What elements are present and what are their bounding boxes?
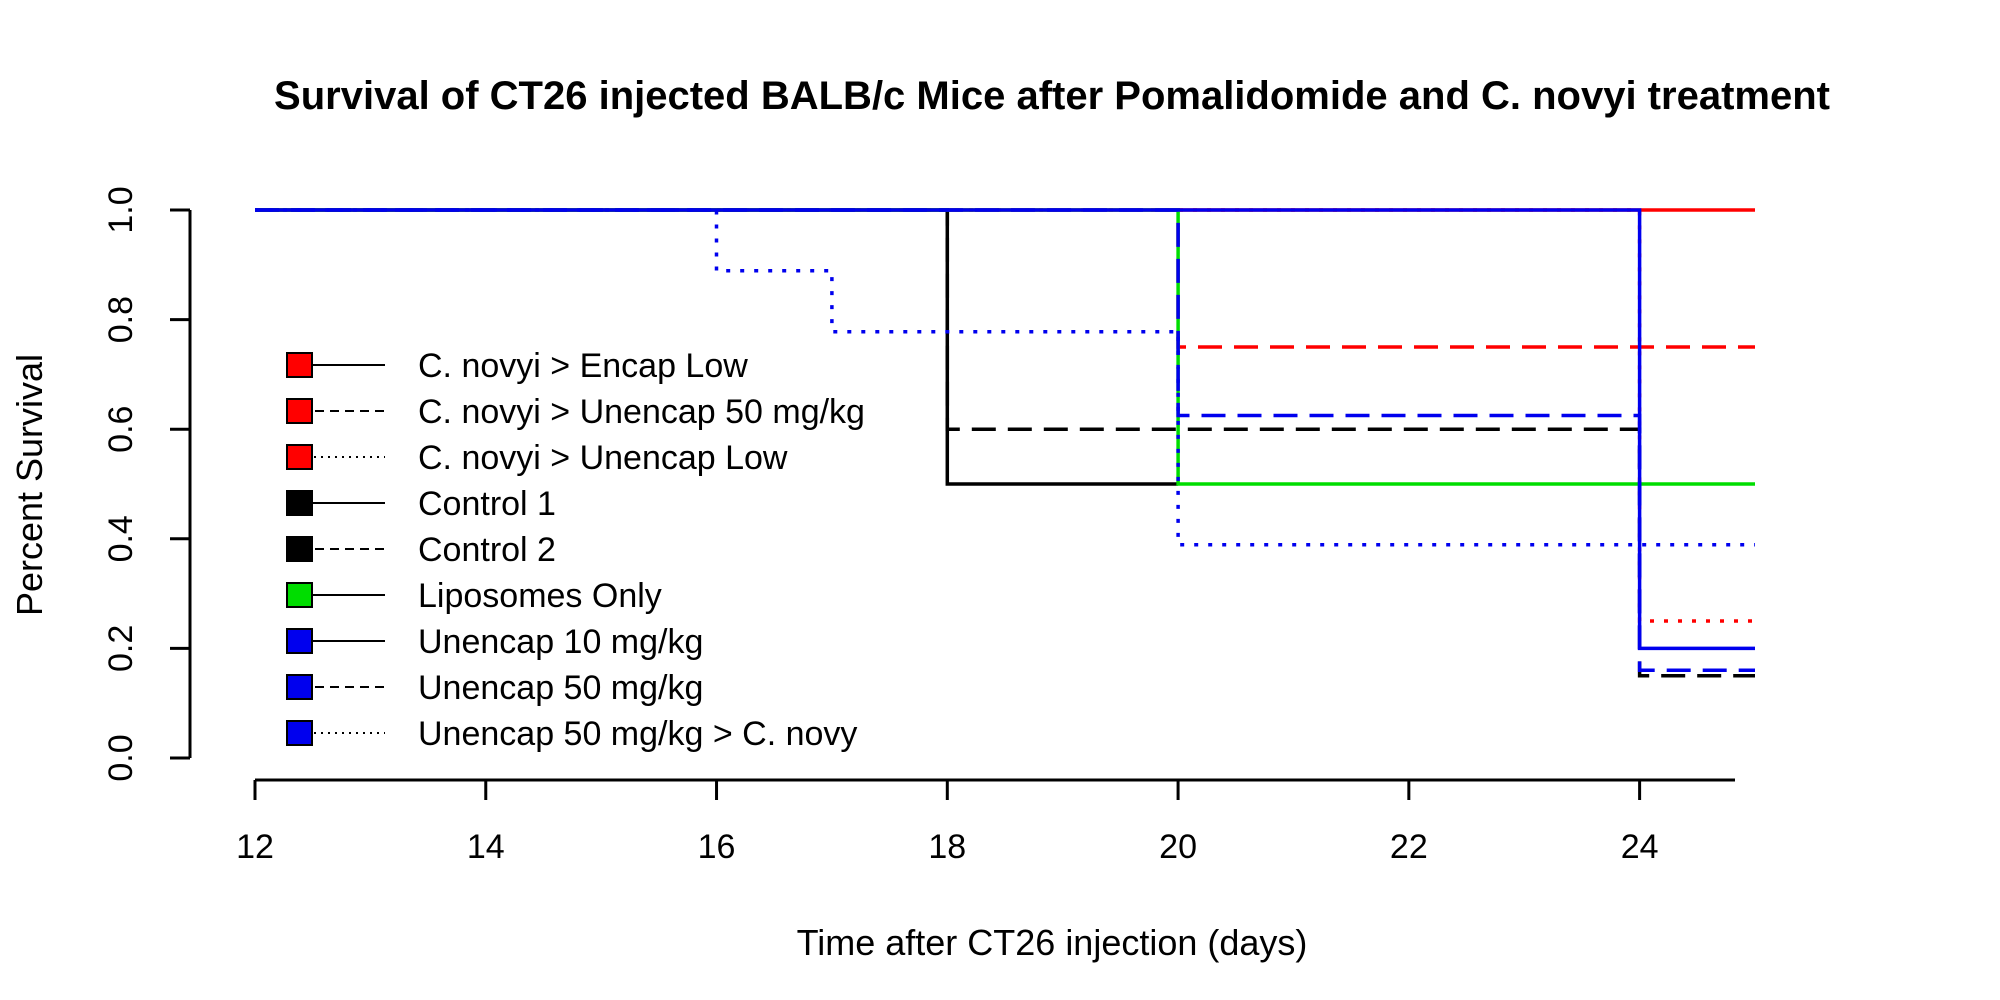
- legend-swatch: [286, 444, 313, 470]
- x-tick-label: 20: [1159, 828, 1197, 866]
- legend-entry-label: Control 2: [418, 531, 556, 569]
- y-ticks: 0.0 0.2 0.4 0.6 0.8 1.0: [102, 186, 190, 782]
- legend-entry-label: Control 1: [418, 485, 556, 523]
- x-tick-label: 14: [467, 828, 505, 866]
- legend-swatch: [286, 536, 313, 562]
- x-tick-label: 18: [928, 828, 966, 866]
- plot-lines: [255, 208, 1755, 678]
- y-tick-label: 1.0: [102, 186, 140, 233]
- legend-entry-label: Unencap 50 mg/kg > C. novy: [418, 715, 857, 753]
- y-tick-label: 0.4: [102, 515, 140, 562]
- legend-entry-label: Unencap 50 mg/kg: [418, 669, 703, 707]
- x-axis-label: Time after CT26 injection (days): [797, 922, 1308, 963]
- legend-swatch: [286, 582, 313, 608]
- legend-entry-label: C. novyi > Unencap Low: [418, 439, 788, 477]
- legend-entry-label: Liposomes Only: [418, 577, 662, 615]
- series-line-2: [255, 208, 1755, 349]
- axes: 12 14 16 18 20 22 24 0.0 0.2 0.4 0.6 0.8 1.0: [102, 186, 1735, 866]
- legend-swatch: [286, 674, 313, 700]
- legend-swatch: [286, 490, 313, 516]
- legend-entry-label: C. novyi > Encap Low: [418, 347, 748, 385]
- legend-entry-label: C. novyi > Unencap 50 mg/kg: [418, 393, 865, 431]
- legend-swatch: [286, 398, 313, 424]
- x-tick-label: 12: [236, 828, 274, 866]
- y-tick-label: 0.0: [102, 734, 140, 781]
- x-ticks: 12 14 16 18 20 22 24: [236, 780, 1659, 866]
- legend-swatch: [286, 352, 313, 378]
- x-tick-label: 16: [698, 828, 736, 866]
- legend-swatch: [286, 628, 313, 654]
- y-tick-label: 0.8: [102, 296, 140, 343]
- chart-title: Survival of CT26 injected BALB/c Mice af…: [274, 74, 1830, 118]
- x-tick-label: 24: [1621, 828, 1659, 866]
- x-tick-label: 22: [1390, 828, 1428, 866]
- legend-entry-label: Unencap 10 mg/kg: [418, 623, 703, 661]
- series-line-8: [255, 208, 1755, 673]
- legend-swatch: [286, 720, 313, 746]
- legend: C. novyi > Encap Low C. novyi > Unencap 5…: [286, 347, 865, 753]
- y-axis-label: Percent Survival: [9, 354, 50, 616]
- y-tick-label: 0.6: [102, 406, 140, 453]
- y-tick-label: 0.2: [102, 625, 140, 672]
